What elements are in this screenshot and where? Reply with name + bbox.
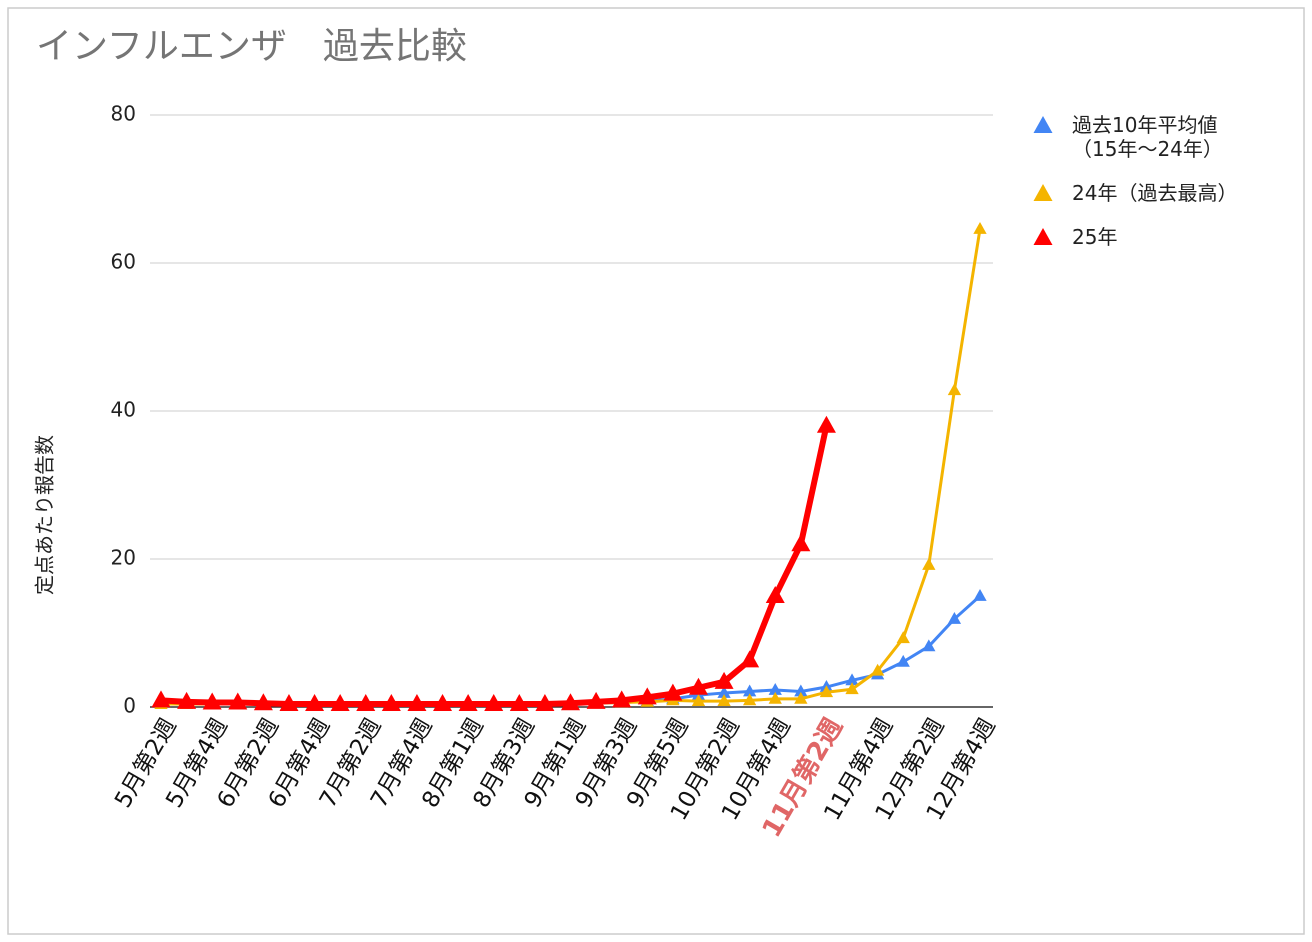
data-point xyxy=(845,673,859,686)
data-point xyxy=(535,694,555,712)
data-point xyxy=(253,693,273,711)
y-tick-label: 80 xyxy=(111,102,136,126)
data-point xyxy=(740,650,760,668)
data-point xyxy=(922,639,936,652)
data-point xyxy=(663,683,683,701)
legend-marker xyxy=(1033,184,1053,201)
data-point xyxy=(509,694,529,712)
data-point xyxy=(305,694,325,712)
data-point xyxy=(691,694,706,706)
data-point xyxy=(433,694,453,712)
y-tick-label: 0 xyxy=(123,694,136,718)
data-point xyxy=(743,693,757,706)
data-point xyxy=(717,694,731,706)
data-point xyxy=(717,685,731,698)
data-point xyxy=(151,690,171,708)
data-point xyxy=(561,693,580,711)
legend-label: 25年 xyxy=(1072,225,1117,249)
data-point xyxy=(743,684,757,697)
legend-label: 24年（過去最高） xyxy=(1072,181,1237,205)
data-point xyxy=(870,663,885,676)
data-point xyxy=(381,694,401,712)
data-point xyxy=(228,692,248,710)
data-point xyxy=(768,691,782,704)
chart-frame xyxy=(7,7,1305,935)
legend-label: 過去10年平均値（15年〜24年） xyxy=(1072,113,1223,161)
data-point xyxy=(947,611,962,624)
data-point xyxy=(586,691,606,709)
legend-marker xyxy=(1033,228,1053,245)
data-point xyxy=(947,383,962,396)
data-point xyxy=(637,687,657,705)
data-point xyxy=(922,557,936,570)
y-axis-label: 定点あたり報告数 xyxy=(33,435,57,595)
data-point xyxy=(791,534,811,552)
data-point xyxy=(794,691,808,704)
data-point xyxy=(407,694,427,712)
data-point xyxy=(458,694,478,712)
data-point xyxy=(973,221,987,234)
data-point xyxy=(845,682,859,695)
chart-title: インフルエンザ 過去比較 xyxy=(36,26,467,67)
data-point xyxy=(794,684,808,697)
data-point xyxy=(330,694,350,712)
y-tick-label: 60 xyxy=(111,250,136,274)
data-point xyxy=(484,694,504,712)
y-tick-label: 20 xyxy=(111,546,136,570)
data-point xyxy=(896,654,910,667)
data-point xyxy=(688,677,708,695)
legend-marker xyxy=(1033,116,1053,133)
data-point xyxy=(819,685,834,698)
data-point xyxy=(768,682,782,695)
data-point xyxy=(279,694,299,712)
data-point xyxy=(612,690,632,708)
data-point xyxy=(816,415,836,433)
data-point xyxy=(177,691,197,709)
data-point xyxy=(356,694,376,712)
data-point xyxy=(765,586,785,603)
data-point xyxy=(714,671,734,689)
data-point xyxy=(896,631,910,644)
data-point xyxy=(973,589,987,601)
y-tick-label: 40 xyxy=(111,398,136,422)
data-point xyxy=(202,692,222,710)
